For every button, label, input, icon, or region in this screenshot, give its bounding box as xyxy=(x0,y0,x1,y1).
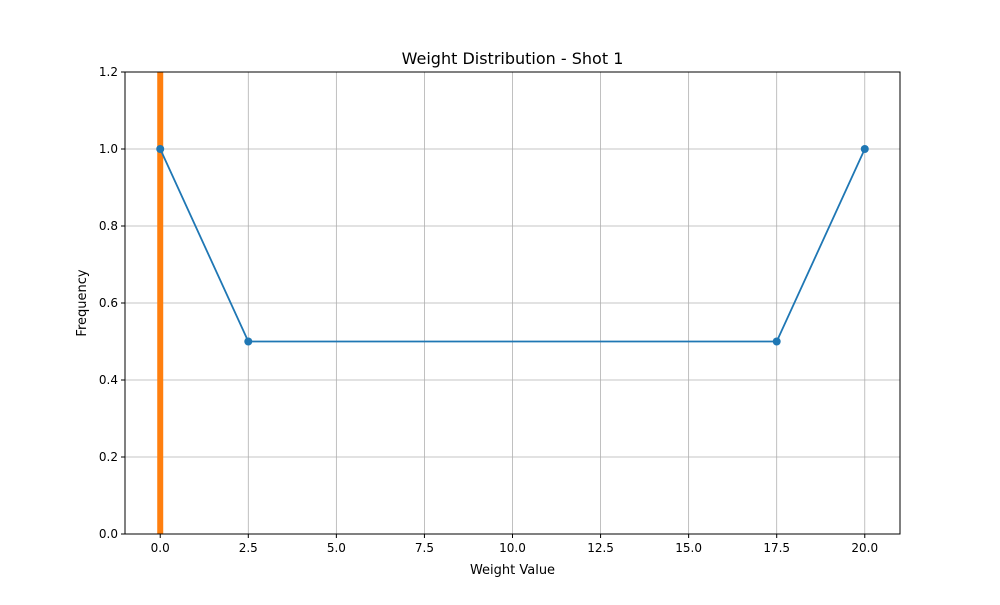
series-layer xyxy=(156,72,869,534)
y-tick-label: 0.0 xyxy=(99,527,118,541)
x-tick-label: 17.5 xyxy=(763,541,790,555)
chart-title: Weight Distribution - Shot 1 xyxy=(402,49,624,68)
x-tick-label: 15.0 xyxy=(675,541,702,555)
data-point-marker xyxy=(156,145,165,153)
y-axis-label: Frequency xyxy=(75,269,90,336)
y-tick-label: 0.4 xyxy=(99,373,118,387)
ticks: 0.0 2.5 5.0 7.5 10.0 12.5 15.0 17.5 20.0 0.0 0.2 0.… xyxy=(99,65,878,555)
x-tick-label: 0.0 xyxy=(151,541,170,555)
grid xyxy=(125,71,900,535)
data-point-marker xyxy=(244,337,253,346)
data-point-marker xyxy=(772,337,781,346)
x-tick-label: 20.0 xyxy=(851,541,878,555)
blue-series-line xyxy=(159,148,866,343)
y-tick-label: 0.6 xyxy=(99,296,118,310)
y-tick-label: 0.2 xyxy=(99,450,118,464)
x-tick-label: 7.5 xyxy=(415,541,434,555)
x-tick-label: 2.5 xyxy=(239,541,258,555)
x-tick-label: 5.0 xyxy=(327,541,346,555)
x-tick-label: 10.0 xyxy=(499,541,526,555)
y-tick-label: 1.0 xyxy=(99,142,118,156)
x-axis-label: Weight Value xyxy=(470,563,555,578)
data-point-marker xyxy=(860,145,869,153)
y-tick-label: 1.2 xyxy=(99,65,118,79)
x-tick-label: 12.5 xyxy=(587,541,614,555)
y-tick-label: 0.8 xyxy=(99,219,118,233)
